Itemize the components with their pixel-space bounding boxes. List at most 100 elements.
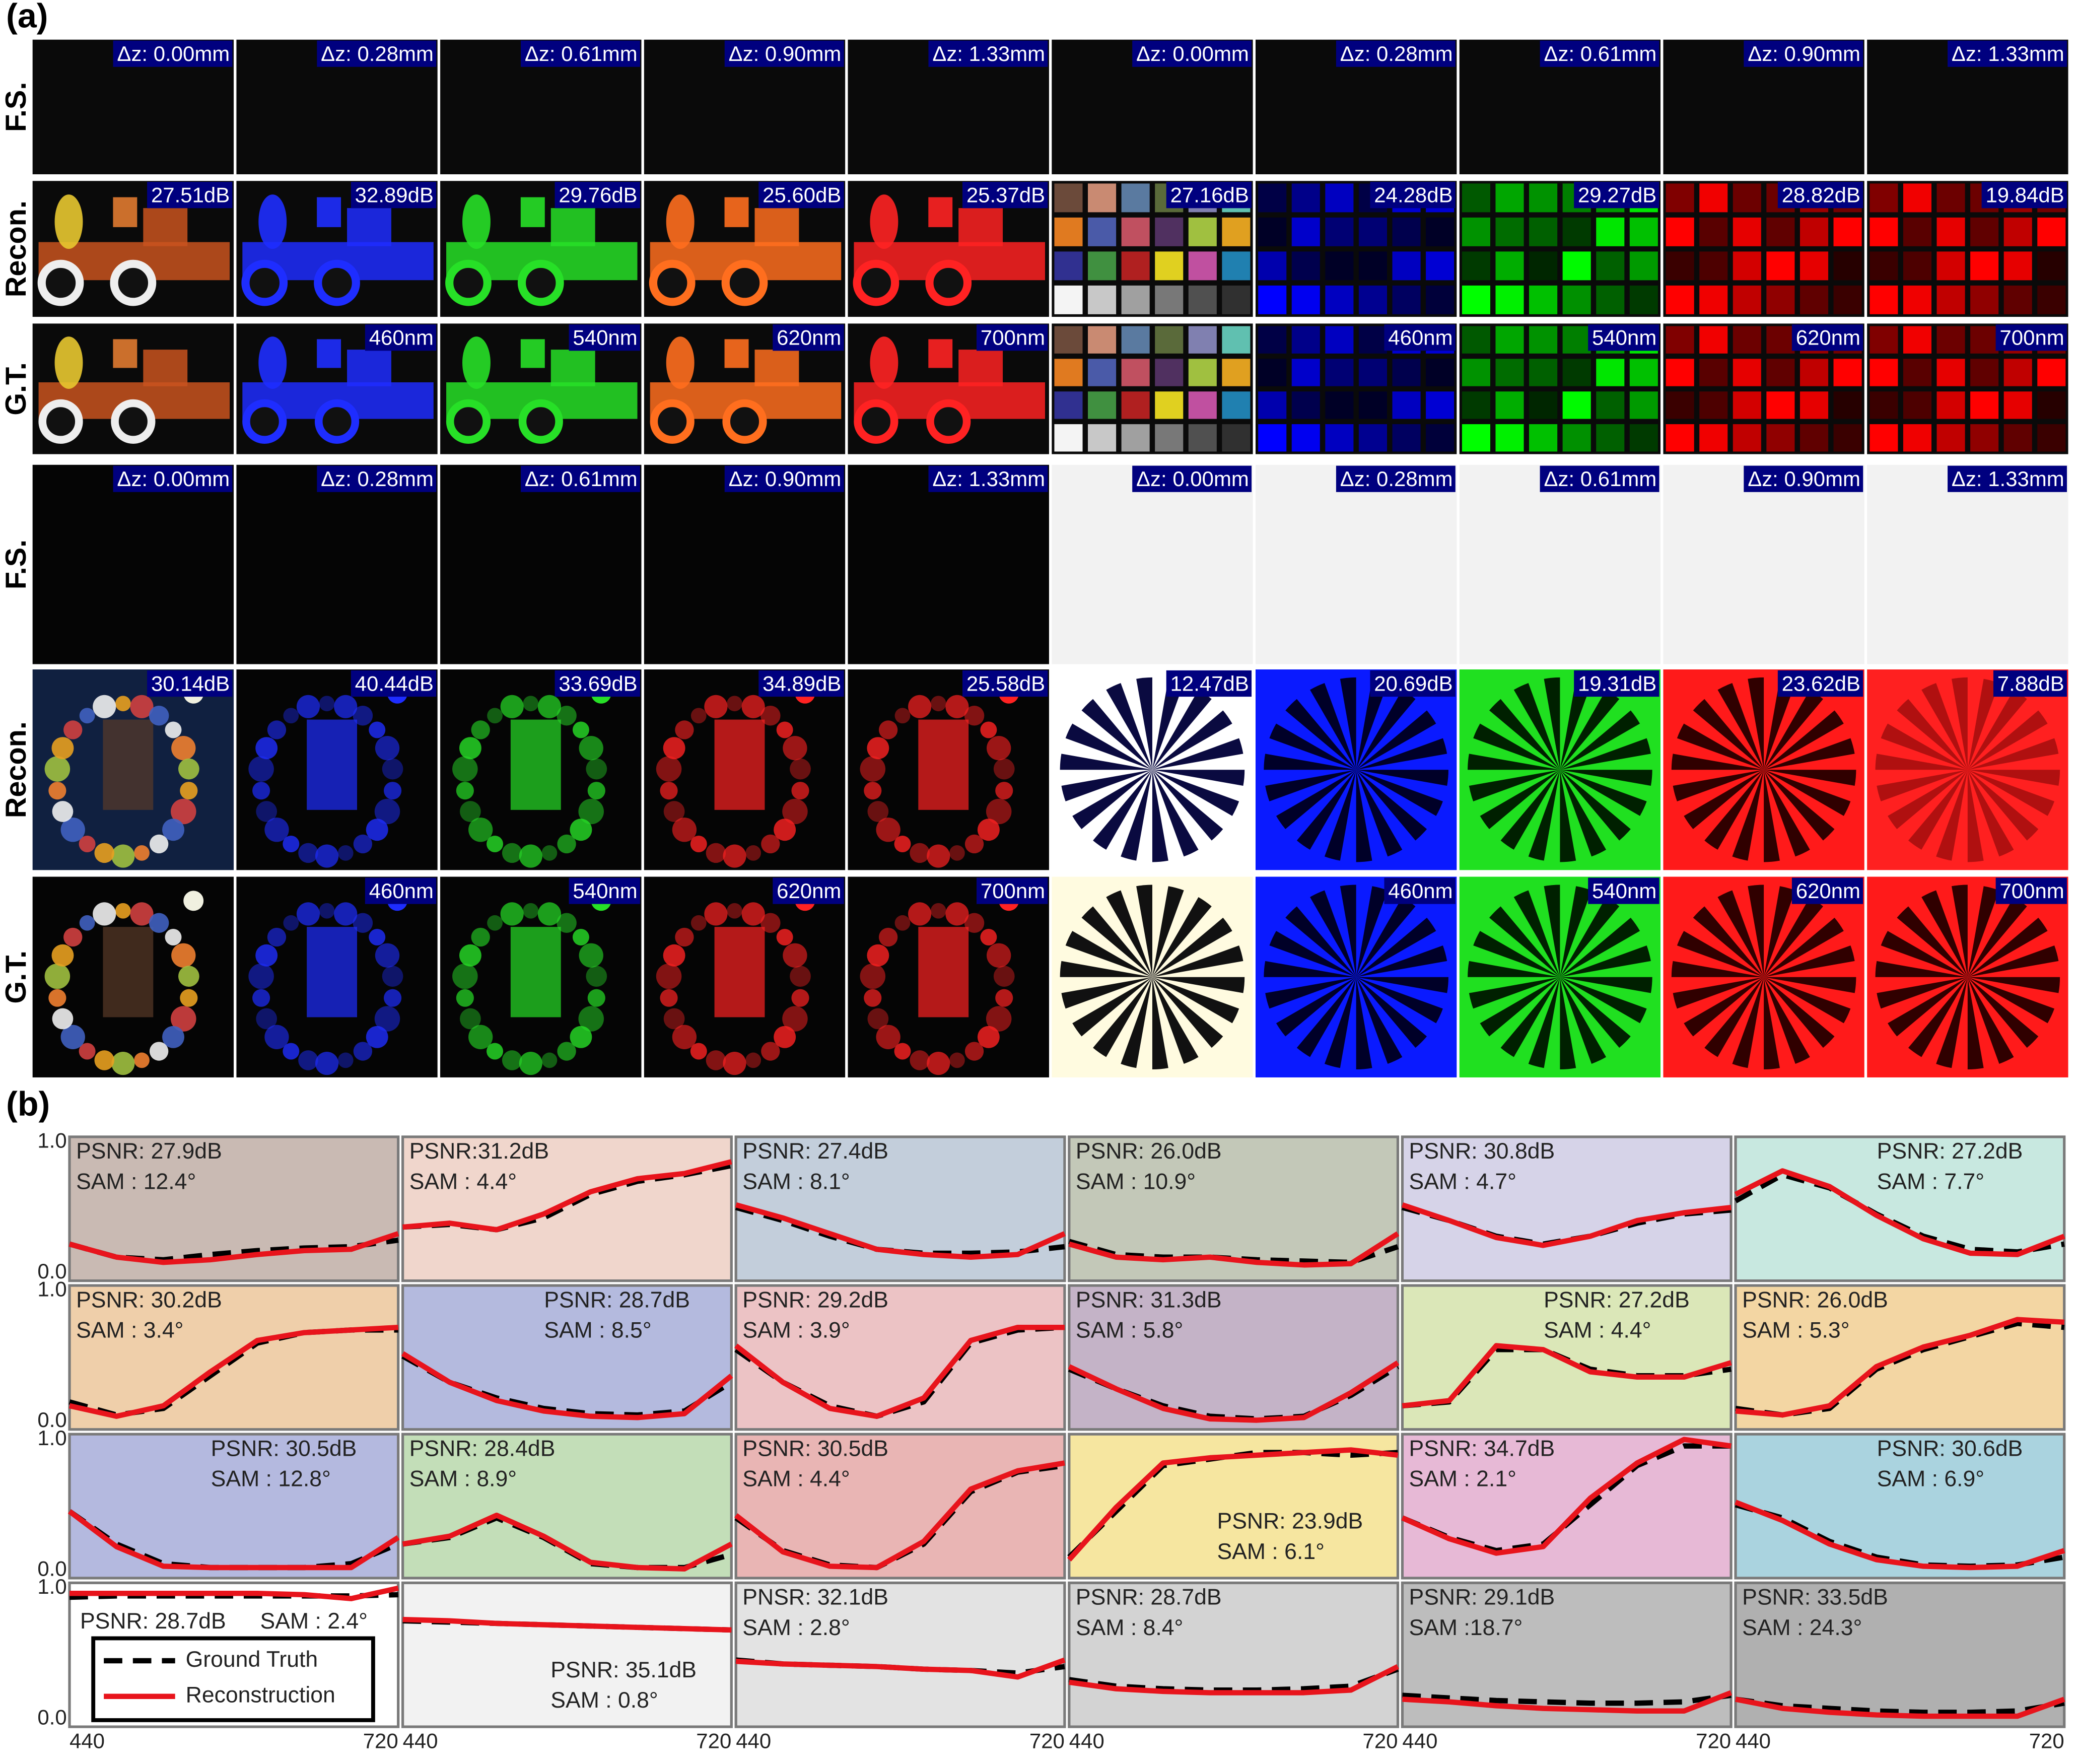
spoke [1106,683,1152,770]
ornament [860,756,886,782]
ornament [519,844,542,868]
ornament [171,1006,196,1032]
ornament [264,1025,289,1049]
ornament [500,902,524,926]
image-tile [1663,669,1864,870]
truck-cab [754,208,799,246]
spoke [1560,977,1607,1064]
spoke [1356,886,1388,977]
line [402,1512,733,1572]
spoke [1881,931,1968,977]
spoke [1356,770,1427,841]
spoke [1152,917,1232,977]
patch [1596,391,1625,419]
ornament [375,943,400,968]
ornament [51,944,74,967]
spoke [1513,890,1560,977]
image-tile [32,876,234,1077]
label-box [1995,324,2067,351]
spoke [1764,770,1780,862]
spoke [1296,770,1356,850]
ornament [783,736,807,761]
ornament [587,782,605,800]
patch [1325,217,1354,246]
wheel [926,399,971,444]
plot-bg [401,1284,733,1431]
minion [870,336,898,389]
ornament [704,695,728,718]
ornament [927,844,950,868]
patch [1088,359,1117,386]
spoke [1952,885,1968,977]
spoke [1764,977,1856,993]
ornament [860,963,886,989]
patch [1562,391,1591,419]
patch [1529,251,1558,281]
patch [1325,285,1354,314]
line [402,1616,732,1633]
patch [1799,285,1829,314]
spoke [1469,977,1560,1009]
patch [1121,217,1150,246]
patch [1870,183,1898,213]
patch [1426,285,1455,314]
patch [1392,424,1421,452]
image-tile [236,464,438,664]
crate [520,339,545,368]
ornament [94,1050,115,1070]
image-tile [236,669,438,870]
ornament [252,782,270,800]
spoke [1881,723,1968,770]
ornament [537,902,562,926]
ornament [256,1008,278,1030]
ornament [180,782,198,800]
patch [1833,251,1862,281]
spoke [1356,917,1436,977]
y-tick-label: 0.0 [37,1259,66,1283]
ornament [894,915,911,931]
annotation: SAM : 7.7° [1877,1169,1984,1194]
tile-label: Δz: 1.33mm [1952,467,2064,491]
ornament [111,1051,135,1075]
tile-label: 700nm [981,326,1045,350]
annotation: SAM : 5.8° [1076,1318,1183,1343]
centerpiece [307,719,358,810]
ornament [255,737,278,760]
patch [1666,285,1694,314]
spoke [1473,931,1560,977]
truck-cab [550,208,595,246]
line [1735,1317,2065,1418]
tile-label: 27.16dB [1170,183,1249,207]
minion [258,194,287,249]
y-tick-label: 0.0 [37,1408,66,1432]
ornament [452,963,478,989]
ornament [267,720,287,739]
truck-cab [754,350,799,386]
annotation: SAM : 8.1° [742,1169,850,1194]
patch [1121,326,1150,354]
spoke [1269,931,1356,977]
patch [1188,285,1217,314]
patch [1529,285,1558,314]
patch [1155,217,1184,246]
dashed-line [1402,1692,1732,1706]
spoke [1967,977,2014,1064]
ornament [94,843,115,863]
ornament [908,902,932,926]
spoke [1136,885,1152,977]
spoke [1764,738,1855,770]
spoke [1136,677,1152,770]
tile-bg [236,464,438,664]
crate [317,339,341,368]
label-box [1574,182,1659,209]
ornament [63,720,83,739]
line [1067,1447,1399,1562]
panel-label: (a) [6,0,48,35]
ornament [149,1042,169,1061]
tile-label: Δz: 0.61mm [525,42,638,65]
spoke [1560,977,1576,1070]
ornament [52,801,74,822]
wheel [37,259,84,306]
ornament [578,1006,604,1032]
ornament [986,798,1012,825]
